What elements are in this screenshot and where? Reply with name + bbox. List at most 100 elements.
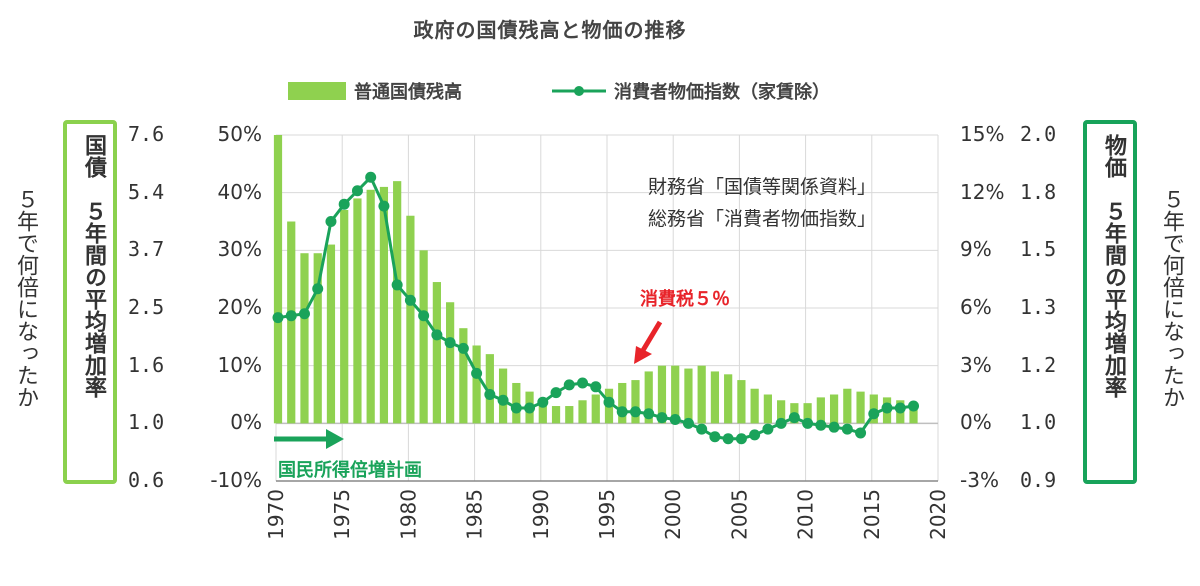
cpi-point-2014 xyxy=(855,427,867,439)
bar-1999 xyxy=(657,365,667,424)
source-mic: 総務省「消費者物価指数」 xyxy=(648,208,877,230)
ticks-left-label: 40% xyxy=(217,179,262,204)
ticks-left-outer-label: 5.4 xyxy=(128,179,165,204)
bar-1991 xyxy=(551,406,561,424)
cpi-point-1997 xyxy=(629,406,641,418)
cpi-point-1995 xyxy=(603,396,615,408)
cpi-point-1983 xyxy=(444,337,456,349)
annotation-plan-arrow xyxy=(274,429,344,449)
cpi-point-1980 xyxy=(404,294,416,306)
legend: 普通国債残高 消費者物価指数（家賃除） xyxy=(288,78,948,104)
x-tick-label: 2000 xyxy=(661,489,685,540)
left-axis-box-label: 国債 ５年間の平均増加率 xyxy=(63,120,117,484)
cpi-point-2011 xyxy=(815,419,827,431)
bar-2002 xyxy=(697,365,706,424)
cpi-point-1992 xyxy=(563,379,575,391)
bar-1975 xyxy=(340,209,349,424)
cpi-point-1985 xyxy=(471,367,483,379)
cpi-point-1993 xyxy=(577,377,589,389)
cpi-point-1977 xyxy=(365,171,377,183)
cpi-point-1999 xyxy=(656,412,668,424)
bar-1985 xyxy=(472,345,481,424)
ticks-right-label: 12% xyxy=(960,179,1005,204)
cpi-point-1981 xyxy=(418,310,430,322)
bar-1974 xyxy=(326,244,336,424)
legend-line-label: 消費者物価指数（家賃除） xyxy=(614,82,830,103)
left-outer-label: ５年で何倍になったか xyxy=(13,188,38,408)
cpi-point-1986 xyxy=(484,389,496,400)
x-tick-label: 1980 xyxy=(396,489,420,540)
cpi-point-1973 xyxy=(312,283,324,295)
ticks-left-outer-label: 3.7 xyxy=(128,237,165,262)
cpi-point-2005 xyxy=(735,433,747,445)
ticks-right-outer-label: 1.2 xyxy=(1020,352,1057,377)
annotation-tax-arrow xyxy=(634,320,663,364)
cpi-point-2010 xyxy=(802,417,814,429)
cpi-point-2001 xyxy=(682,417,694,429)
x-tick-label: 2005 xyxy=(727,489,751,540)
ticks-left-label: 20% xyxy=(217,295,262,319)
bar-1998 xyxy=(644,371,653,424)
cpi-point-2002 xyxy=(696,423,708,435)
bar-2018 xyxy=(909,406,918,424)
bar-1997 xyxy=(631,380,640,424)
right-axis-box-label: 物価 ５年間の平均増加率 xyxy=(1083,120,1137,484)
annotation-consumption-tax: 消費税５％ xyxy=(640,289,730,310)
cpi-point-2008 xyxy=(775,417,787,429)
ticks-left-label: -10% xyxy=(210,468,262,492)
ticks-left-outer-label: 1.0 xyxy=(128,410,165,435)
cpi-point-2004 xyxy=(722,433,734,445)
cpi-point-1976 xyxy=(351,185,363,197)
ticks-left-outer-label: 0.6 xyxy=(128,468,165,492)
cpi-point-2007 xyxy=(762,423,774,435)
ticks-right-outer-label: 2.0 xyxy=(1020,122,1057,146)
cpi-point-2006 xyxy=(749,429,761,441)
bar-1981 xyxy=(419,250,428,424)
bar-1986 xyxy=(485,354,494,424)
cpi-point-1974 xyxy=(325,216,337,227)
cpi-point-1989 xyxy=(524,402,536,414)
cpi-point-1984 xyxy=(457,342,469,354)
ticks-left-outer-label: 7.6 xyxy=(128,122,165,146)
legend-bar-swatch xyxy=(288,82,346,100)
ticks-left-label: 0% xyxy=(230,410,262,435)
ticks-right-outer-label: 0.9 xyxy=(1020,468,1057,492)
cpi-point-1970 xyxy=(272,312,284,324)
ticks-right-label: 3% xyxy=(960,352,992,377)
bar-2005 xyxy=(737,380,746,424)
bar-2014 xyxy=(856,391,865,424)
cpi-point-1982 xyxy=(431,329,443,341)
x-tick-label: 1985 xyxy=(463,489,487,540)
ticks-right-label: 15% xyxy=(960,122,1005,146)
bar-1971 xyxy=(287,221,296,424)
ticks-left-label: 10% xyxy=(217,352,262,377)
cpi-point-1971 xyxy=(285,310,297,322)
bar-2004 xyxy=(724,374,733,424)
bar-1977 xyxy=(366,189,375,424)
bar-1973 xyxy=(313,253,322,424)
bar-1993 xyxy=(578,400,587,424)
ticks-right-outer-label: 1.5 xyxy=(1020,237,1057,262)
bar-2010 xyxy=(803,403,812,424)
cpi-point-1972 xyxy=(298,308,310,320)
cpi-point-2009 xyxy=(788,412,800,424)
ticks-left-outer-label: 2.5 xyxy=(128,295,165,319)
cpi-point-2015 xyxy=(868,408,880,420)
right-outer-label: ５年で何倍になったか xyxy=(1159,188,1184,408)
ticks-right-label: 9% xyxy=(960,237,992,262)
cpi-point-2012 xyxy=(828,421,840,433)
cpi-point-1994 xyxy=(590,381,602,393)
legend-line-swatch xyxy=(552,86,606,96)
x-tick-label: 1970 xyxy=(264,489,288,540)
ticks-left-label: 30% xyxy=(217,237,262,262)
bar-2012 xyxy=(829,394,839,424)
cpi-point-2000 xyxy=(669,413,681,425)
cpi-point-1991 xyxy=(550,387,562,399)
ticks-right-outer-label: 1.8 xyxy=(1020,179,1057,204)
chart-title: 政府の国債残高と物価の推移 xyxy=(413,18,687,42)
ticks-right-label: -3% xyxy=(960,468,999,492)
cpi-point-2016 xyxy=(881,402,893,414)
cpi-point-2017 xyxy=(894,402,906,414)
cpi-point-1990 xyxy=(537,396,549,408)
bar-1990 xyxy=(538,400,547,424)
